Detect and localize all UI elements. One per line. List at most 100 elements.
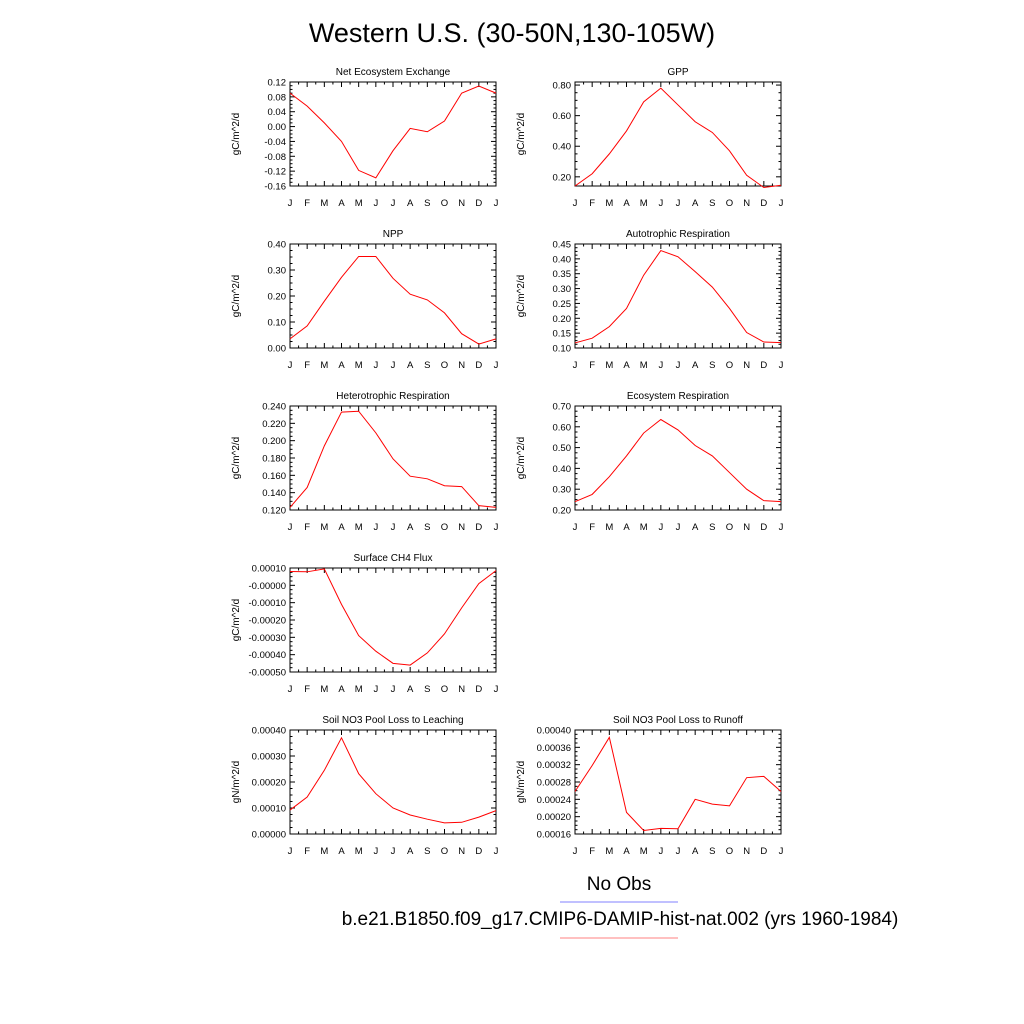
x-tick-label: S	[709, 360, 715, 371]
y-tick-label: 0.00030	[252, 752, 286, 763]
y-tick-label: 0.20	[553, 172, 572, 183]
x-tick-label: J	[288, 198, 293, 209]
x-tick-label: N	[458, 684, 465, 695]
x-tick-label: D	[760, 198, 767, 209]
legend-model-label: b.e21.B1850.f09_g17.CMIP6-DAMIP-hist-nat…	[342, 909, 899, 930]
y-axis-label: gC/m^2/d	[231, 437, 242, 480]
x-tick-label: D	[760, 846, 767, 857]
y-tick-label: 0.00020	[252, 778, 286, 789]
series-line	[289, 85, 497, 179]
x-tick-label: F	[304, 684, 310, 695]
series-line	[574, 736, 782, 832]
panel-title: Soil NO3 Pool Loss to Runoff	[613, 715, 743, 726]
x-tick-label: M	[640, 522, 648, 533]
plot-frame	[574, 243, 782, 349]
x-tick-label: A	[338, 198, 345, 209]
y-tick-label: 0.80	[553, 81, 572, 92]
y-axis-label: gN/m^2/d	[516, 761, 527, 804]
x-tick-label: J	[288, 360, 293, 371]
y-tick-label: 0.30	[553, 485, 572, 496]
x-tick-label: A	[623, 360, 630, 371]
x-tick-label: J	[373, 522, 378, 533]
y-tick-label: 0.30	[553, 284, 572, 295]
x-tick-label: J	[779, 846, 784, 857]
x-tick-label: M	[320, 360, 328, 371]
x-tick-label: M	[640, 846, 648, 857]
x-tick-label: O	[441, 522, 448, 533]
x-tick-label: A	[407, 684, 414, 695]
x-tick-label: F	[304, 360, 310, 371]
x-tick-label: A	[623, 522, 630, 533]
y-tick-label: 0.180	[262, 454, 286, 465]
y-tick-label: 0.70	[553, 402, 572, 413]
x-tick-label: F	[304, 522, 310, 533]
y-tick-label: 0.40	[268, 240, 287, 251]
x-tick-label: O	[441, 198, 448, 209]
y-axis-label: gC/m^2/d	[231, 113, 242, 156]
x-tick-label: J	[676, 198, 681, 209]
y-tick-label: -0.00020	[248, 616, 286, 627]
series-line	[289, 736, 497, 824]
y-tick-label: 0.00040	[537, 726, 571, 737]
x-tick-label: F	[589, 522, 595, 533]
x-tick-label: J	[288, 684, 293, 695]
x-tick-label: F	[589, 198, 595, 209]
x-tick-label: F	[589, 846, 595, 857]
x-tick-label: J	[494, 684, 499, 695]
x-tick-label: D	[475, 198, 482, 209]
panel-title: NPP	[383, 229, 404, 240]
y-tick-label: -0.08	[264, 152, 286, 163]
x-tick-label: N	[743, 198, 750, 209]
y-tick-label: 0.00010	[252, 804, 286, 815]
plot-frame	[574, 405, 782, 511]
x-tick-label: J	[658, 522, 663, 533]
y-tick-label: -0.00030	[248, 633, 286, 644]
x-tick-label: D	[760, 360, 767, 371]
x-tick-label: A	[338, 522, 345, 533]
x-tick-label: O	[726, 522, 733, 533]
x-tick-label: A	[692, 198, 699, 209]
x-tick-label: A	[338, 684, 345, 695]
x-tick-label: N	[743, 360, 750, 371]
x-tick-label: J	[658, 360, 663, 371]
x-tick-label: J	[288, 846, 293, 857]
x-tick-label: M	[640, 360, 648, 371]
x-tick-label: S	[709, 846, 715, 857]
x-tick-label: M	[355, 360, 363, 371]
x-tick-label: M	[355, 522, 363, 533]
x-tick-label: A	[692, 846, 699, 857]
x-tick-label: M	[355, 684, 363, 695]
x-tick-label: D	[760, 522, 767, 533]
panel-title: Net Ecosystem Exchange	[336, 67, 451, 78]
x-tick-label: O	[726, 360, 733, 371]
y-tick-label: 0.240	[262, 402, 286, 413]
y-tick-label: 0.00	[268, 344, 287, 355]
x-tick-label: N	[458, 198, 465, 209]
y-tick-label: -0.04	[264, 137, 286, 148]
y-tick-label: 0.00036	[537, 743, 571, 754]
series-line	[574, 249, 782, 344]
x-tick-label: J	[373, 360, 378, 371]
y-tick-label: 0.12	[268, 78, 287, 89]
x-tick-label: F	[589, 360, 595, 371]
y-tick-label: 0.140	[262, 488, 286, 499]
x-tick-label: A	[623, 846, 630, 857]
x-tick-label: D	[475, 846, 482, 857]
panel-title: Autotrophic Respiration	[626, 229, 730, 240]
x-tick-label: N	[458, 360, 465, 371]
x-tick-label: J	[573, 360, 578, 371]
panel-title: Soil NO3 Pool Loss to Leaching	[322, 715, 463, 726]
y-tick-label: 0.40	[553, 464, 572, 475]
x-tick-label: J	[573, 522, 578, 533]
x-tick-label: A	[407, 846, 414, 857]
legend-obs-label: No Obs	[587, 874, 651, 895]
y-tick-label: -0.16	[264, 182, 286, 193]
x-tick-label: M	[640, 198, 648, 209]
